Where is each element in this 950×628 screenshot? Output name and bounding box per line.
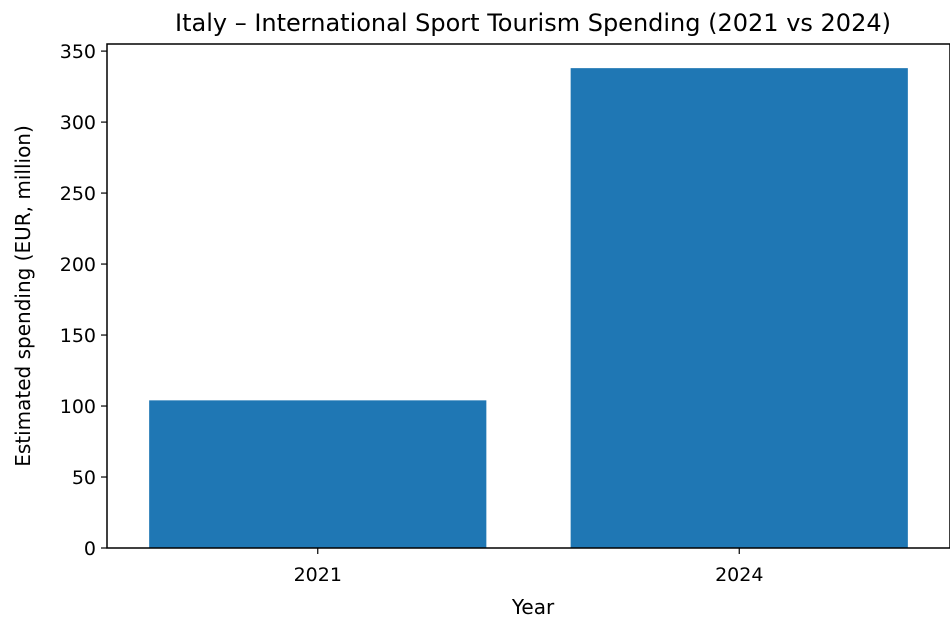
- x-axis: 2021 2024: [294, 548, 763, 586]
- y-tick-label-300: 300: [60, 112, 96, 134]
- y-axis: 0 50 100 150 200 250 300 350: [60, 41, 107, 560]
- x-tick-label-2021: 2021: [294, 564, 342, 586]
- bar-2024: [570, 68, 908, 548]
- y-tick-label-150: 150: [60, 325, 96, 347]
- y-tick-label-0: 0: [84, 538, 96, 560]
- plot-frame: [106, 43, 950, 549]
- x-tick-label-2024: 2024: [715, 564, 763, 586]
- y-axis-label: Estimated spending (EUR, million): [11, 125, 35, 467]
- y-tick-label-100: 100: [60, 396, 96, 418]
- y-tick-label-200: 200: [60, 254, 96, 276]
- y-tick-label-50: 50: [72, 467, 96, 489]
- chart-title: Italy – International Sport Tourism Spen…: [175, 9, 891, 37]
- y-tick-label-250: 250: [60, 183, 96, 205]
- plot-area: [149, 68, 908, 548]
- x-axis-label: Year: [511, 595, 555, 619]
- bar-2021: [149, 400, 487, 548]
- y-tick-label-350: 350: [60, 41, 96, 63]
